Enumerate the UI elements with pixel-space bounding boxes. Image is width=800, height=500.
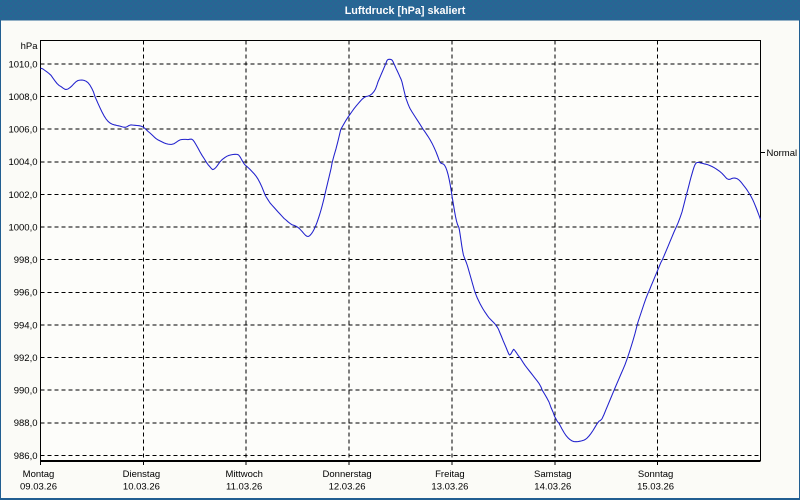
svg-text:Donnerstag: Donnerstag — [323, 469, 372, 480]
svg-text:996,0: 996,0 — [14, 288, 38, 299]
svg-text:11.03.26: 11.03.26 — [226, 482, 262, 493]
svg-text:Montag: Montag — [23, 469, 55, 480]
svg-text:1000,0: 1000,0 — [8, 223, 37, 234]
svg-text:1004,0: 1004,0 — [8, 157, 37, 168]
svg-text:Freitag: Freitag — [435, 469, 465, 480]
svg-text:994,0: 994,0 — [14, 320, 38, 331]
svg-text:Luftdruck [hPa] skaliert: Luftdruck [hPa] skaliert — [345, 5, 466, 17]
svg-text:hPa: hPa — [21, 41, 39, 52]
svg-text:990,0: 990,0 — [14, 386, 38, 397]
svg-text:15.03.26: 15.03.26 — [637, 482, 674, 493]
svg-text:09.03.26: 09.03.26 — [20, 482, 57, 493]
svg-text:Dienstag: Dienstag — [123, 469, 161, 480]
svg-text:1008,0: 1008,0 — [8, 92, 37, 103]
svg-text:1006,0: 1006,0 — [8, 125, 37, 136]
svg-text:988,0: 988,0 — [14, 418, 38, 429]
svg-text:12.03.26: 12.03.26 — [329, 482, 366, 493]
svg-text:986,0: 986,0 — [14, 451, 38, 462]
svg-text:1002,0: 1002,0 — [8, 190, 37, 201]
svg-text:10.03.26: 10.03.26 — [123, 482, 160, 493]
svg-text:Normal: Normal — [767, 148, 798, 159]
svg-text:13.03.26: 13.03.26 — [431, 482, 468, 493]
svg-text:14.03.26: 14.03.26 — [534, 482, 571, 493]
svg-text:Samstag: Samstag — [534, 469, 572, 480]
svg-text:Mittwoch: Mittwoch — [225, 469, 262, 480]
svg-text:992,0: 992,0 — [14, 353, 38, 364]
svg-text:1010,0: 1010,0 — [8, 59, 37, 70]
svg-text:998,0: 998,0 — [14, 255, 38, 266]
svg-text:Sonntag: Sonntag — [638, 469, 673, 480]
